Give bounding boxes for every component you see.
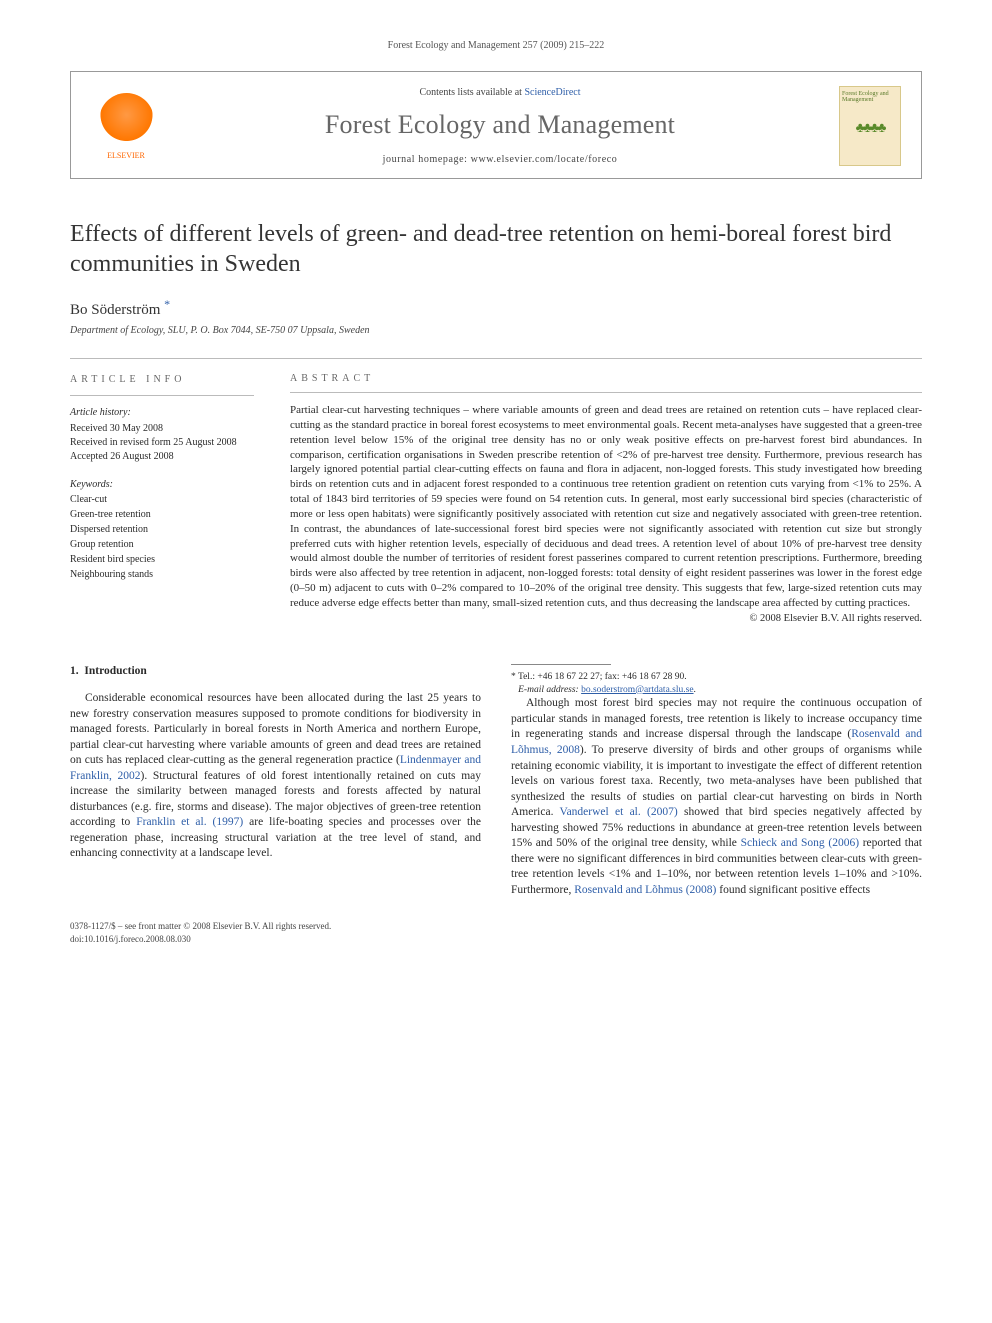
- footer-doi: doi:10.1016/j.foreco.2008.08.030: [70, 933, 922, 946]
- abstract-text: Partial clear-cut harvesting techniques …: [290, 403, 922, 611]
- elsevier-tree-icon: [99, 93, 154, 148]
- sciencedirect-link[interactable]: ScienceDirect: [524, 87, 580, 98]
- journal-cover-thumbnail: Forest Ecology and Management ♣♣♣♣: [839, 86, 901, 166]
- citation-link[interactable]: Vanderwel et al. (2007): [560, 806, 678, 818]
- body-text: found significant positive effects: [716, 884, 870, 896]
- history-label: Article history:: [70, 406, 254, 420]
- article-info-heading: ARTICLE INFO: [70, 373, 254, 396]
- keyword: Dispersed retention: [70, 523, 254, 537]
- section-heading: 1. Introduction: [70, 664, 481, 680]
- article-title: Effects of different levels of green- an…: [70, 219, 922, 279]
- section-number: 1.: [70, 665, 79, 677]
- page-footer: 0378-1127/$ – see front matter © 2008 El…: [70, 920, 922, 945]
- keywords-label: Keywords:: [70, 478, 254, 492]
- journal-header-box: ELSEVIER Contents lists available at Sci…: [70, 71, 922, 179]
- history-item: Accepted 26 August 2008: [70, 450, 254, 464]
- corresponding-footnote: * Tel.: +46 18 67 22 27; fax: +46 18 67 …: [511, 671, 922, 684]
- thumb-trees-icon: ♣♣♣♣: [856, 121, 885, 137]
- author-name: Bo Söderström: [70, 302, 160, 318]
- keyword: Neighbouring stands: [70, 568, 254, 582]
- footnote-separator: [511, 664, 611, 665]
- abstract-heading: ABSTRACT: [290, 373, 922, 393]
- keywords-block: Keywords: Clear-cut Green-tree retention…: [70, 478, 254, 582]
- keyword: Resident bird species: [70, 553, 254, 567]
- body-paragraph: Although most forest bird species may no…: [511, 696, 922, 898]
- author-line: Bo Söderström *: [70, 297, 922, 319]
- running-head: Forest Ecology and Management 257 (2009)…: [70, 40, 922, 51]
- citation-link[interactable]: Rosenvald and Lõhmus (2008): [574, 884, 716, 896]
- author-email-link[interactable]: bo.soderstrom@artdata.slu.se: [581, 685, 693, 695]
- journal-homepage-line: journal homepage: www.elsevier.com/locat…: [179, 154, 821, 165]
- journal-header-center: Contents lists available at ScienceDirec…: [179, 87, 821, 165]
- email-label: E-mail address:: [518, 685, 579, 695]
- homepage-prefix: journal homepage:: [383, 154, 471, 165]
- history-item: Received 30 May 2008: [70, 422, 254, 436]
- affiliation: Department of Ecology, SLU, P. O. Box 70…: [70, 325, 922, 336]
- keyword: Clear-cut: [70, 493, 254, 507]
- keyword: Group retention: [70, 538, 254, 552]
- abstract-column: ABSTRACT Partial clear-cut harvesting te…: [290, 373, 922, 624]
- footnote-block: * Tel.: +46 18 67 22 27; fax: +46 18 67 …: [511, 664, 922, 697]
- article-info-column: ARTICLE INFO Article history: Received 3…: [70, 373, 254, 624]
- publisher-name: ELSEVIER: [107, 151, 145, 160]
- contents-line: Contents lists available at ScienceDirec…: [179, 87, 821, 98]
- body-columns: 1. Introduction Considerable economical …: [70, 664, 922, 898]
- citation-link[interactable]: Franklin et al. (1997): [136, 816, 243, 828]
- abstract-copyright: © 2008 Elsevier B.V. All rights reserved…: [290, 613, 922, 624]
- email-footnote: E-mail address: bo.soderstrom@artdata.sl…: [511, 684, 922, 697]
- corresponding-marker: *: [164, 297, 170, 311]
- history-item: Received in revised form 25 August 2008: [70, 436, 254, 450]
- footer-line: 0378-1127/$ – see front matter © 2008 El…: [70, 920, 922, 933]
- citation-link[interactable]: Schieck and Song (2006): [741, 837, 859, 849]
- section-title: Introduction: [84, 665, 146, 677]
- elsevier-logo: ELSEVIER: [91, 86, 161, 166]
- keyword: Green-tree retention: [70, 508, 254, 522]
- body-paragraph: Considerable economical resources have b…: [70, 691, 481, 862]
- contents-prefix: Contents lists available at: [419, 87, 524, 98]
- journal-title: Forest Ecology and Management: [179, 110, 821, 140]
- homepage-url: www.elsevier.com/locate/foreco: [471, 154, 618, 165]
- thumb-label: Forest Ecology and Management: [842, 91, 898, 103]
- article-history-block: Article history: Received 30 May 2008 Re…: [70, 406, 254, 464]
